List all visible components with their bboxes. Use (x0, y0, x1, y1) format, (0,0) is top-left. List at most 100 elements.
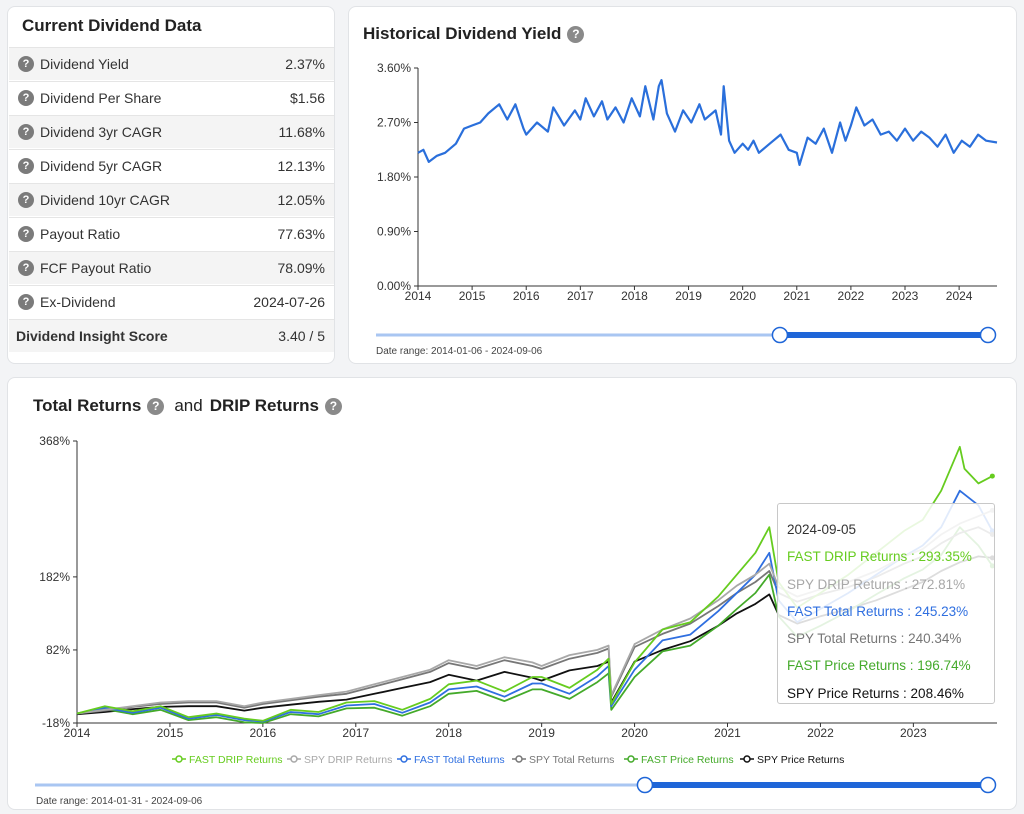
tooltip-line: SPY Total Returns : 240.34% (787, 631, 962, 647)
question-circle-icon[interactable]: ? (18, 260, 34, 276)
y-tick-label: 182% (39, 570, 70, 584)
dividend-row-label: Dividend 5yr CAGR (40, 158, 163, 174)
dividend-row: ? Dividend 3yr CAGR 11.68% (9, 115, 334, 148)
dividend-row-label: Ex-Dividend (40, 294, 116, 310)
x-tick-label: 2014 (405, 289, 432, 303)
dividend-row: ? Dividend Per Share $1.56 (9, 81, 334, 114)
dividend-row-value: 2024-07-26 (253, 294, 325, 310)
x-tick-label: 2023 (900, 726, 927, 740)
legend-marker (743, 755, 751, 763)
x-tick-label: 2017 (567, 289, 594, 303)
range-slider-handle-end[interactable] (979, 776, 997, 794)
legend-marker (290, 755, 298, 763)
returns-chart-title: Total Returns ? and DRIP Returns ? (33, 396, 342, 416)
legend-item[interactable]: FAST Total Returns (397, 754, 505, 766)
dividend-row: ? Ex-Dividend 2024-07-26 (9, 285, 334, 318)
yield-date-range: Date range: 2014-01-06 - 2024-09-06 (376, 346, 543, 357)
dividend-row-value: 12.13% (277, 158, 325, 174)
y-tick-label: 368% (39, 434, 70, 448)
question-circle-icon[interactable]: ? (18, 90, 34, 106)
range-slider-handle-end[interactable] (979, 326, 997, 344)
x-tick-label: 2020 (729, 289, 756, 303)
dividend-row-label: FCF Payout Ratio (40, 260, 152, 276)
dividend-row: ? Payout Ratio 77.63% (9, 217, 334, 250)
dividend-row-label: Dividend Per Share (40, 90, 162, 106)
yield-chart-title: Historical Dividend Yield ? (363, 24, 585, 44)
y-tick-label: 0.00% (377, 279, 411, 293)
legend-item[interactable]: FAST DRIP Returns (172, 754, 283, 766)
tooltip-line: SPY DRIP Returns : 272.81% (787, 576, 966, 592)
yield-chart-title-text: Historical Dividend Yield (363, 24, 562, 43)
x-tick-label: 2019 (528, 726, 555, 740)
question-circle-icon[interactable]: ? (147, 397, 165, 415)
dividend-score-label: Dividend Insight Score (16, 328, 168, 344)
legend-marker (515, 755, 523, 763)
legend-label: SPY Price Returns (757, 754, 844, 766)
dividend-row-value: 12.05% (277, 192, 325, 208)
dividend-row: ? Dividend 10yr CAGR 12.05% (9, 183, 334, 216)
dividend-row-label: Dividend Yield (40, 56, 129, 72)
y-tick-label: 1.80% (377, 170, 411, 184)
x-tick-label: 2020 (621, 726, 648, 740)
tooltip-date: 2024-09-05 (787, 522, 857, 537)
dividend-score-value: 3.40 / 5 (278, 328, 325, 344)
question-circle-icon[interactable]: ? (18, 226, 34, 242)
yield-chart: 0.00% 0.90% 1.80% 2.70% 3.60% 2014 2015 2016 201… (376, 61, 998, 344)
series-end-marker (989, 473, 995, 479)
dividend-row-value: 77.63% (277, 226, 325, 242)
series-line (417, 78, 998, 166)
dividend-row: ? FCF Payout Ratio 78.09% (9, 251, 334, 284)
dividend-row-label: Dividend 3yr CAGR (40, 124, 163, 140)
range-slider-handle-start[interactable] (771, 326, 789, 344)
x-tick-label: 2018 (435, 726, 462, 740)
question-circle-icon[interactable]: ? (18, 294, 34, 310)
dividend-data-card: Current Dividend Data ? Dividend Yield 2.3… (7, 6, 335, 364)
x-tick-label: 2023 (892, 289, 919, 303)
x-tick-label: 2016 (513, 289, 540, 303)
returns-date-range: Date range: 2014-01-31 - 2024-09-06 (36, 796, 203, 807)
tooltip-line: SPY Price Returns : 208.46% (787, 685, 964, 701)
legend-item[interactable]: SPY Total Returns (512, 754, 614, 766)
dividend-row: ? Dividend 5yr CAGR 12.13% (9, 149, 334, 182)
y-tick-label: 2.70% (377, 116, 411, 130)
x-tick-label: 2017 (342, 726, 369, 740)
range-slider-handle-start[interactable] (636, 776, 654, 794)
tooltip-line: FAST DRIP Returns : 293.35% (787, 549, 972, 565)
legend-label: FAST Price Returns (641, 754, 734, 766)
legend-marker (627, 755, 635, 763)
tooltip-line: FAST Total Returns : 245.23% (787, 603, 969, 619)
question-circle-icon[interactable]: ? (18, 192, 34, 208)
legend-item[interactable]: SPY Price Returns (740, 754, 844, 766)
dividend-row-value: 2.37% (285, 56, 325, 72)
legend-item[interactable]: SPY DRIP Returns (287, 754, 392, 766)
dividend-row: ? Dividend Yield 2.37% (9, 47, 334, 80)
question-circle-icon[interactable]: ? (18, 124, 34, 140)
dividend-row-label: Payout Ratio (40, 226, 121, 242)
y-tick-label: 0.90% (377, 225, 411, 239)
legend-label: SPY DRIP Returns (304, 754, 392, 766)
x-tick-label: 2015 (459, 289, 486, 303)
dividend-row-value: 11.68% (278, 124, 325, 140)
question-circle-icon[interactable]: ? (567, 25, 585, 43)
x-tick-label: 2015 (157, 726, 184, 740)
x-tick-label: 2018 (621, 289, 648, 303)
dividend-score-row: Dividend Insight Score 3.40 / 5 (9, 319, 334, 352)
legend-item[interactable]: FAST Price Returns (624, 754, 734, 766)
y-tick-label: -18% (42, 716, 70, 730)
returns-title-and: and (174, 396, 203, 415)
legend-label: SPY Total Returns (529, 754, 614, 766)
question-circle-icon[interactable]: ? (18, 56, 34, 72)
y-tick-label: 82% (46, 643, 70, 657)
legend-marker (400, 755, 408, 763)
question-circle-icon[interactable]: ? (18, 158, 34, 174)
x-tick-label: 2022 (807, 726, 834, 740)
returns-title-part2: DRIP Returns (209, 396, 319, 415)
question-circle-icon[interactable]: ? (324, 397, 342, 415)
dividend-data-title: Current Dividend Data (22, 16, 202, 35)
x-tick-label: 2021 (714, 726, 741, 740)
legend-marker (175, 755, 183, 763)
dividend-row-label: Dividend 10yr CAGR (40, 192, 170, 208)
x-tick-label: 2024 (946, 289, 973, 303)
dividend-yield-card: Historical Dividend Yield ? Date range: … (348, 6, 1017, 364)
tooltip-line: FAST Price Returns : 196.74% (787, 658, 971, 674)
